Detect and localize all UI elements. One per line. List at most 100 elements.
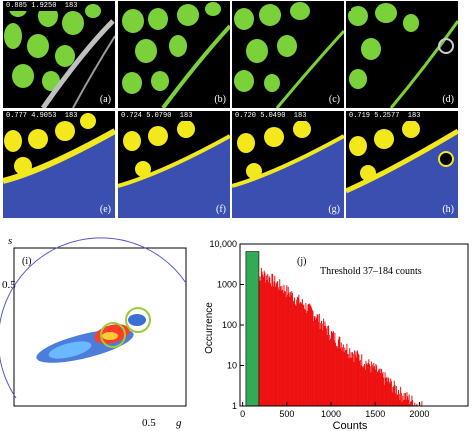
- histogram-bar: [330, 338, 332, 406]
- panel-label: (b): [214, 94, 226, 105]
- histogram-bar: [335, 346, 337, 406]
- histogram-bar: [421, 401, 423, 406]
- histogram-bar: [403, 393, 405, 406]
- histogram-bar: [347, 354, 349, 406]
- panel-label: (h): [442, 204, 454, 215]
- panel-c: (c): [232, 1, 344, 108]
- histogram-bar: [401, 401, 403, 406]
- histogram-bar: [315, 319, 317, 406]
- histogram-bar: [329, 340, 331, 406]
- histogram-bar: [389, 383, 391, 406]
- threshold-band: [245, 251, 260, 407]
- panel-d: (d): [346, 1, 458, 108]
- histogram-bar: [372, 367, 374, 406]
- histogram-bar: [297, 297, 299, 406]
- histogram-bar: [267, 282, 269, 406]
- histogram-bar: [305, 303, 307, 406]
- histogram-bar: [408, 394, 410, 406]
- histogram-bar: [280, 290, 282, 406]
- histogram-bar: [282, 289, 284, 406]
- histogram-bar: [324, 321, 326, 406]
- histogram-bar: [415, 404, 417, 406]
- x-tick-label: 2000: [409, 409, 429, 419]
- panel-f-image: [118, 120, 230, 218]
- x-tick-label: 0: [240, 409, 245, 419]
- histogram-bar: [357, 350, 359, 406]
- histogram-bar: [388, 377, 390, 406]
- histogram-bar: [352, 352, 354, 406]
- histogram-bar: [344, 350, 346, 406]
- histogram-bar: [405, 393, 407, 406]
- histogram-bar: [400, 386, 402, 406]
- phasor-g-axis-label: g: [176, 417, 182, 429]
- histogram-bar: [400, 392, 402, 406]
- panel-b-image: [122, 2, 230, 108]
- histogram-bar: [378, 369, 380, 406]
- histogram-bar: [373, 366, 375, 406]
- histogram-bar: [299, 303, 301, 406]
- histogram-bar: [334, 332, 336, 406]
- panel-label: (g): [328, 204, 340, 215]
- histogram-bar: [362, 367, 364, 406]
- histogram-bar: [268, 276, 270, 406]
- x-tick-label: 1500: [365, 409, 385, 419]
- histogram-bar: [313, 321, 315, 406]
- histogram-bar: [378, 369, 380, 406]
- histogram-bar: [308, 303, 310, 406]
- chart-panel-label: (j): [297, 256, 306, 267]
- universal-circle: [0, 237, 187, 399]
- histogram-bar: [383, 384, 385, 406]
- histogram-bar: [277, 281, 279, 406]
- histogram-bar: [369, 364, 371, 406]
- histogram-bar: [287, 295, 289, 406]
- histogram-bar: [310, 305, 312, 406]
- histogram-bar: [407, 396, 409, 406]
- histogram-bar: [363, 365, 365, 406]
- histogram-bar: [270, 283, 272, 406]
- histogram-bar: [360, 365, 362, 406]
- histogram-bar: [312, 311, 314, 406]
- panel-e-image: [3, 113, 115, 218]
- histogram-bar: [402, 395, 404, 406]
- histogram-bar: [260, 280, 262, 406]
- histogram-bar: [299, 302, 301, 406]
- histogram-bar: [303, 308, 305, 406]
- panel-g-image: [232, 120, 344, 218]
- histogram-bar: [391, 392, 393, 406]
- y-tick-label: 1: [232, 401, 237, 411]
- histogram-bar: [368, 359, 370, 406]
- histogram-bar: [343, 352, 345, 406]
- panel-d-image: [348, 3, 458, 108]
- histogram-bar: [375, 364, 377, 406]
- histogram-bar: [394, 385, 396, 406]
- histogram-bar: [397, 394, 399, 406]
- panel-e: 0.777 4.9053 183 (e): [3, 111, 115, 218]
- histogram-bar: [365, 360, 367, 406]
- histogram-bar: [348, 358, 350, 406]
- histogram-bar: [263, 270, 265, 406]
- histogram-bar: [359, 360, 361, 406]
- histogram-bar: [301, 303, 303, 406]
- histogram-bar: [342, 347, 344, 406]
- histogram-bar: [325, 328, 327, 406]
- histogram-bar: [258, 280, 260, 406]
- histogram-bar: [370, 372, 372, 406]
- phasor-s-axis-label: s: [8, 235, 12, 247]
- histogram-bar: [262, 277, 264, 406]
- histogram-bar: [259, 276, 261, 406]
- histogram-bar: [353, 361, 355, 406]
- phasor-panel-label: (i): [22, 256, 31, 267]
- histogram-bar: [311, 309, 313, 406]
- histogram-bar: [364, 369, 366, 406]
- histogram-bar: [289, 291, 291, 406]
- histogram-bar: [266, 280, 268, 406]
- histogram-bar: [381, 373, 383, 406]
- histogram-bar: [380, 373, 382, 406]
- histogram-bar: [398, 393, 400, 406]
- histogram-bar: [390, 378, 392, 406]
- phasor-roi-circle: [100, 322, 126, 348]
- histogram-bar: [376, 365, 378, 406]
- panel-label: (c): [328, 94, 340, 105]
- histogram-bar: [307, 304, 309, 406]
- y-tick-label: 100: [222, 320, 237, 330]
